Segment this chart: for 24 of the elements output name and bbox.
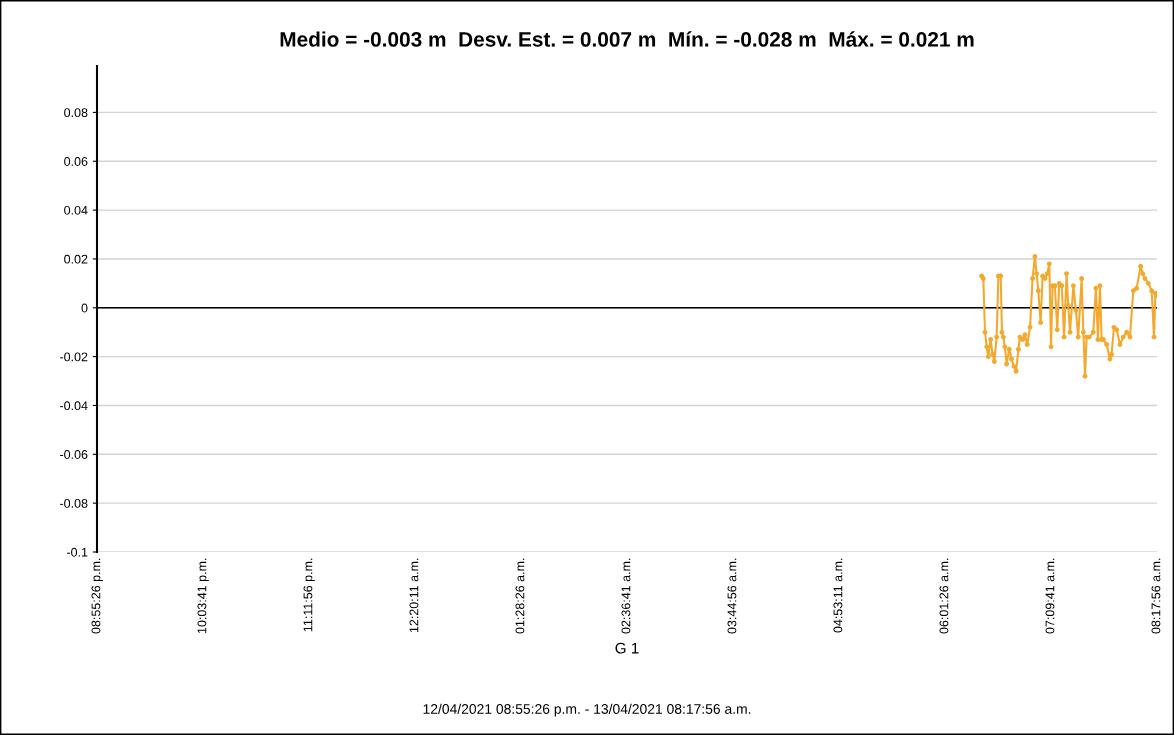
x-tick-label: 12:20:11 a.m. (409, 558, 419, 633)
y-tick-label: 0.04 (64, 205, 88, 215)
x-tick-label: 02:36:41 a.m. (621, 558, 631, 634)
x-tick-label: 08:17:56 a.m. (1151, 558, 1161, 634)
y-tick-label: 0.08 (64, 108, 88, 118)
x-tick-label: 07:09:41 a.m. (1045, 558, 1055, 634)
x-tick-label: 06:01:26 a.m. (939, 558, 949, 634)
y-tick-label: 0.06 (64, 157, 88, 166)
chart-title: Medio = -0.003 m Desv. Est. = 0.007 m Mín. = -0.028 m Máx. = 0.021 m (280, 31, 974, 47)
x-axis-title: G 1 (615, 642, 639, 654)
y-tick-label: -0.02 (60, 352, 88, 362)
x-tick-label: 01:28:26 a.m. (515, 558, 525, 634)
y-tick-label: -0.04 (60, 401, 88, 411)
x-tick-label: 11:11:56 p.m. (303, 558, 315, 632)
x-tick-label: 08:55:26 p.m. (91, 558, 103, 634)
y-tick-label: 0 (81, 303, 88, 313)
text: 12/04/2021 08:55:26 p.m. - 13/04/2021 08:17:56 a.m. (423, 703, 751, 717)
x-tick-label: 03:44:56 a.m. (727, 558, 737, 634)
y-tick-label: -0.06 (60, 450, 88, 459)
y-tick-label: -0.08 (60, 498, 88, 508)
y-tick-label: 0.02 (64, 254, 88, 264)
y-tick-label: -0.1 (66, 547, 88, 557)
x-tick-label: 04:53:11 a.m. (833, 558, 843, 633)
x-tick-label: 10:03:41 p.m. (197, 558, 209, 634)
